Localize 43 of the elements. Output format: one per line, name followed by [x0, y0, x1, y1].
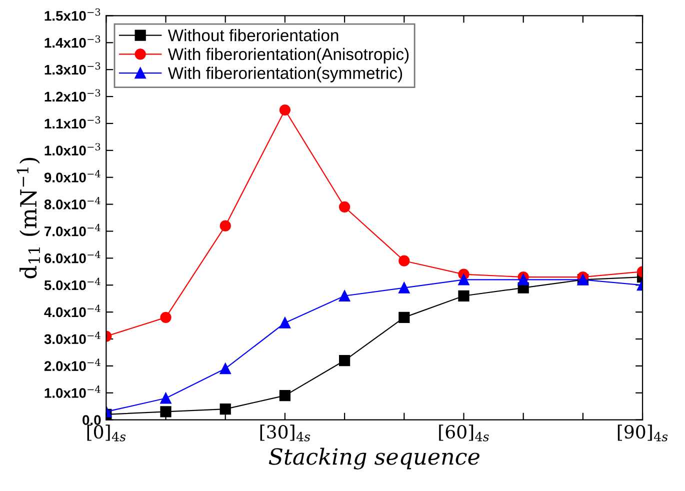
point [458, 290, 470, 302]
point [160, 406, 172, 418]
y-tick-label: 0.0 [82, 415, 101, 425]
y-tick-label: 1.5x10$^{−3}$ [44, 8, 100, 21]
point [458, 274, 470, 286]
point [279, 390, 291, 402]
legend-label: With fiberorientation(Anisotropic) [168, 48, 409, 64]
legend-label: Without fiberorientation [168, 29, 338, 42]
point [279, 317, 291, 328]
y-tick-label: 5.0x10$^{−4}$ [44, 278, 100, 290]
point [160, 392, 172, 404]
point [339, 201, 350, 213]
point [398, 255, 410, 266]
y-tick-label: 1.0x10$^{−4}$ [44, 386, 100, 398]
point [398, 312, 410, 323]
point [220, 363, 231, 374]
x-tick-label: [60]$_{4s}$ [439, 424, 489, 442]
x-axis-title: Stacking sequence [268, 448, 480, 470]
y-tick-label: 1.3x10$^{−3}$ [44, 62, 100, 75]
point [220, 220, 231, 232]
y-tick-label: 8.0x10$^{−4}$ [44, 196, 100, 210]
legend-label: With fiberorientation(symmetric) [168, 66, 402, 82]
y-tick-label: 1.4x10$^{−3}$ [44, 35, 100, 48]
y-tick-label: 6.0x10$^{−4}$ [44, 250, 100, 264]
y-tick-label: 1.2x10$^{−3}$ [44, 89, 100, 102]
x-tick-label: [30]$_{4s}$ [260, 424, 310, 442]
point [518, 274, 529, 286]
x-tick-label: [0]$_{4s}$ [87, 424, 126, 442]
x-tick-label: [90]$_{4s}$ [618, 424, 668, 442]
y-tick-label: 4.0x10$^{−4}$ [44, 304, 100, 318]
y-axis-title: d$_{11}$ (mN$^{−1}$) [16, 158, 40, 278]
point [160, 312, 172, 323]
point [339, 290, 350, 302]
point [220, 403, 231, 415]
point [279, 104, 291, 116]
y-tick-label: 3.0x10$^{−4}$ [44, 332, 100, 344]
y-tick-label: 1.1x10$^{−3}$ [44, 116, 100, 129]
point [398, 282, 410, 294]
y-tick-label: 9.0x10$^{−4}$ [44, 170, 100, 182]
y-tick-label: 1.0x10$^{−3}$ [44, 143, 100, 156]
y-tick-label: 2.0x10$^{−4}$ [44, 358, 100, 371]
y-tick-label: 7.0x10$^{−4}$ [44, 224, 100, 236]
point [339, 354, 350, 366]
